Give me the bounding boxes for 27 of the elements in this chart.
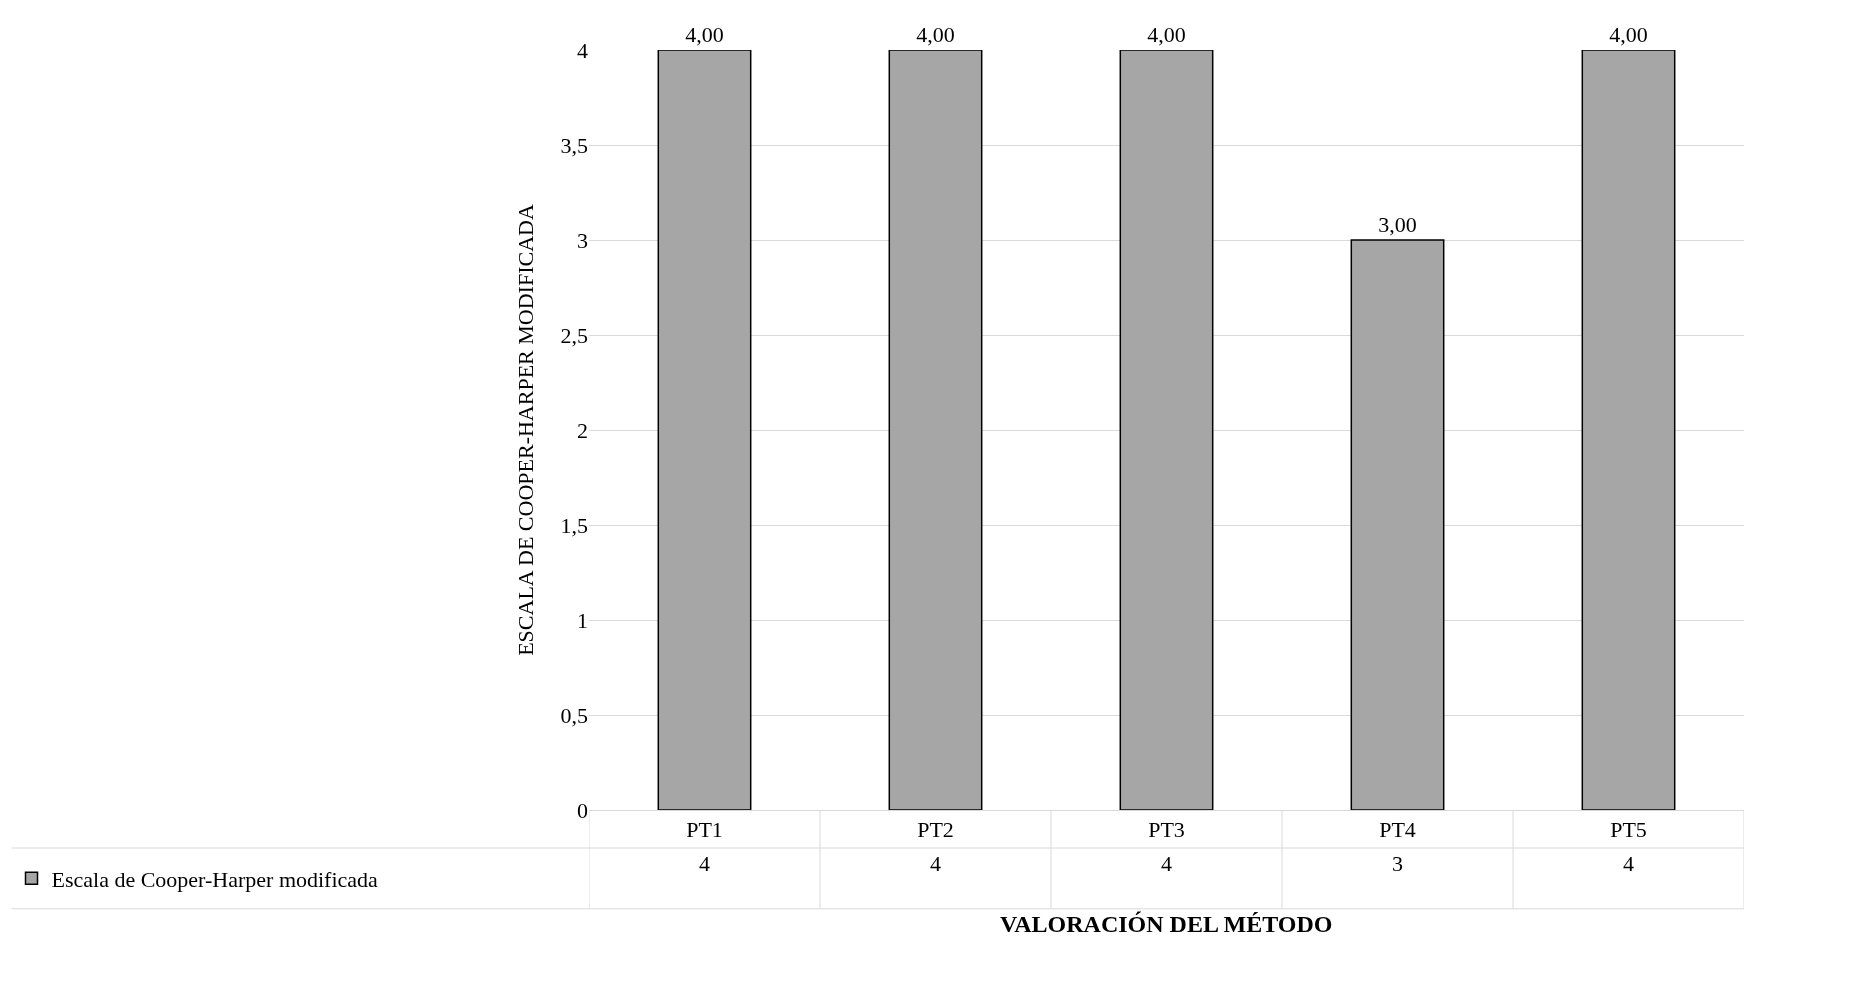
x-axis-title: VALORACIÓN DEL MÉTODO — [1000, 911, 1333, 937]
data-label: 3,00 — [1378, 212, 1417, 237]
data-label: 4,00 — [916, 22, 955, 47]
x-tick-label: PT2 — [917, 817, 954, 843]
x-tick-label: PT3 — [1148, 817, 1185, 843]
y-tick-label: 3 — [577, 227, 588, 253]
y-tick-label: 2,5 — [560, 322, 588, 348]
y-tick-label: 1 — [577, 607, 588, 633]
x-tick-label: PT1 — [686, 817, 723, 843]
y-tick-label: 2 — [577, 417, 588, 443]
data-label: 4,00 — [685, 22, 724, 47]
data-label: 4,00 — [1147, 22, 1186, 47]
y-axis-title: ESCALA DE COOPER-HARPER MODIFICADA — [513, 204, 539, 656]
y-tick-label: 0 — [577, 797, 588, 823]
y-tick-label: 3,5 — [560, 132, 588, 158]
x-tick-label: PT5 — [1610, 817, 1647, 843]
text: 4 — [1623, 851, 1634, 876]
text: 4 — [930, 851, 941, 876]
y-tick-label: 4 — [577, 37, 588, 63]
text: 3 — [1392, 851, 1403, 876]
y-tick-label: 1,5 — [560, 512, 588, 538]
x-tick-label: PT4 — [1379, 817, 1416, 843]
data-label: 4,00 — [1609, 22, 1648, 47]
text: 4 — [699, 851, 710, 876]
legend-label: Escala de Cooper-Harper modificada — [51, 866, 379, 892]
y-tick-label: 0,5 — [560, 702, 588, 728]
text: 4 — [1161, 851, 1172, 876]
